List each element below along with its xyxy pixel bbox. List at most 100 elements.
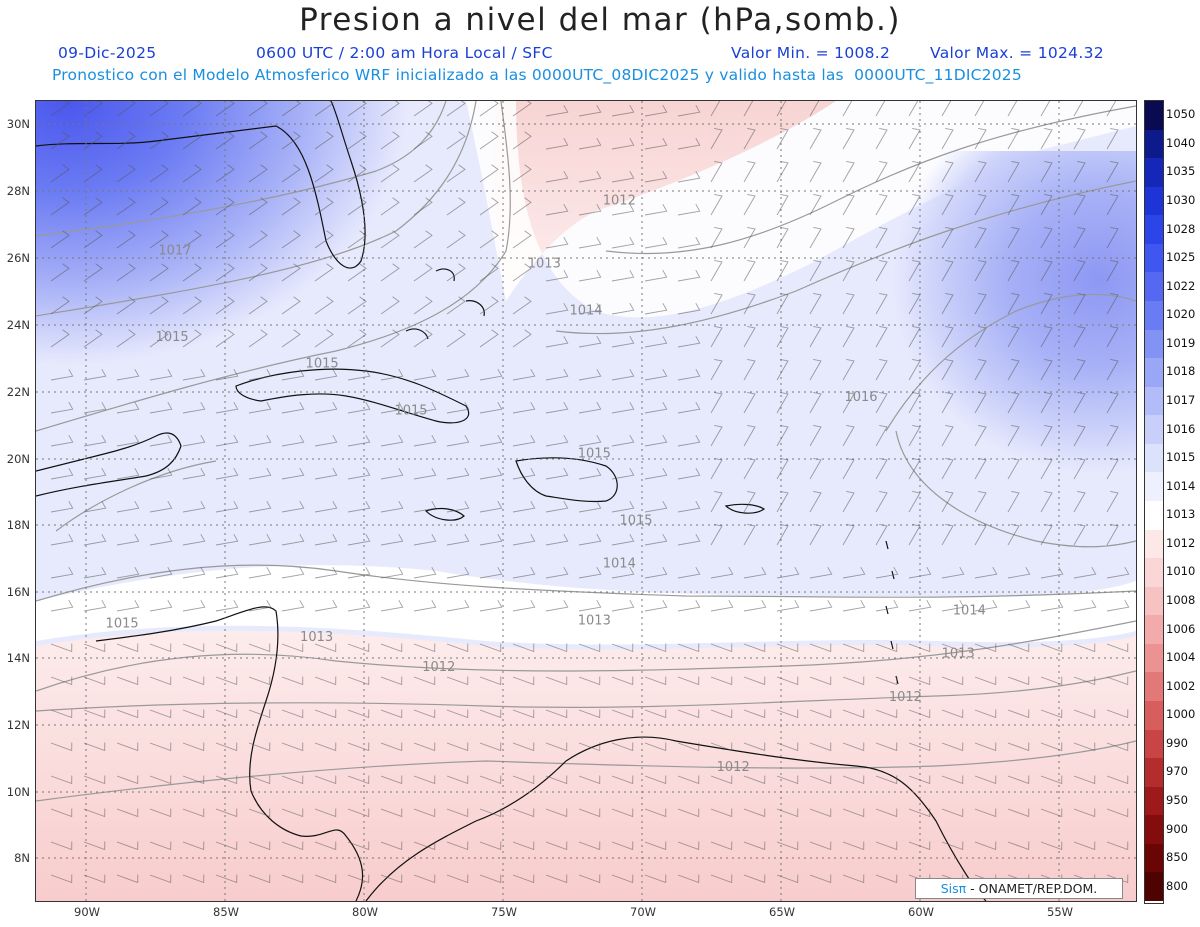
colorbar-swatch <box>1145 415 1163 445</box>
isobar-label: 1013 <box>942 647 975 662</box>
isobar-label: 1012 <box>889 690 922 705</box>
sispi-logo: Sisπ <box>940 881 967 896</box>
colorbar-label: 1015 <box>1166 450 1196 465</box>
isobar-label: 1013 <box>300 630 333 645</box>
credit-text: - ONAMET/REP.DOM. <box>966 881 1098 896</box>
colorbar-swatch <box>1145 386 1163 416</box>
colorbar-swatch <box>1145 529 1163 559</box>
colorbar-label: 1014 <box>1166 478 1196 493</box>
latitude-label: 10N <box>6 785 30 799</box>
isobar-label: 1014 <box>603 557 636 572</box>
colorbar-label: 800 <box>1166 878 1188 893</box>
colorbar-swatch <box>1145 501 1163 531</box>
colorbar-label: 1013 <box>1166 507 1196 522</box>
colorbar-swatch <box>1145 358 1163 388</box>
latitude-label: 22N <box>6 385 30 399</box>
colorbar-swatch <box>1145 129 1163 159</box>
colorbar-swatch <box>1145 701 1163 731</box>
colorbar-label: 1028 <box>1166 221 1196 236</box>
colorbar-swatch <box>1145 215 1163 245</box>
colorbar-swatch <box>1145 158 1163 188</box>
latitude-label: 18N <box>6 518 30 532</box>
forecast-note: Pronostico con el Modelo Atmosferico WRF… <box>52 66 1022 84</box>
isobar-label: 1014 <box>953 603 986 618</box>
colorbar-label: 950 <box>1166 793 1188 807</box>
min-value: Valor Min. = 1008.2 <box>731 44 891 62</box>
colorbar-label: 850 <box>1166 850 1188 865</box>
credit-box: Sisπ - ONAMET/REP.DOM. <box>915 878 1123 899</box>
colorbar-label: 1016 <box>1166 421 1196 436</box>
colorbar-label: 1008 <box>1166 593 1196 607</box>
isobar-label: 1013 <box>578 613 611 628</box>
colorbar-swatch <box>1145 472 1163 502</box>
colorbar-label: 1035 <box>1166 164 1196 179</box>
latitude-label: 8N <box>14 851 30 865</box>
latitude-label: 20N <box>6 452 30 466</box>
colorbar-label: 1019 <box>1166 335 1196 350</box>
isobar-label: 1012 <box>422 660 455 675</box>
pressure-colorbar <box>1144 100 1164 904</box>
colorbar-label: 1002 <box>1166 678 1196 693</box>
colorbar-swatch <box>1145 101 1163 131</box>
latitude-label: 12N <box>6 718 30 732</box>
colorbar-swatch <box>1145 272 1163 302</box>
colorbar-swatch <box>1145 843 1163 873</box>
longitude-label: 90W <box>74 905 101 919</box>
latitude-label: 16N <box>6 585 30 599</box>
colorbar-label: 1020 <box>1166 307 1196 322</box>
colorbar-swatch <box>1145 672 1163 702</box>
isobar-label: 1015 <box>578 447 611 462</box>
colorbar-swatch <box>1145 586 1163 616</box>
colorbar-label: 1040 <box>1166 135 1196 150</box>
isobar-label: 1015 <box>306 357 339 372</box>
longitude-label: 70W <box>630 905 657 919</box>
colorbar-label: 1050 <box>1166 107 1196 122</box>
pressure-map: 1017 1015 1015 1015 1015 1015 1015 1016 1014 1014… <box>35 100 1137 902</box>
latitude-label: 24N <box>6 318 30 332</box>
latitude-label: 26N <box>6 251 30 265</box>
valid-time: 0600 UTC / 2:00 am Hora Local / SFC <box>256 44 553 62</box>
colorbar-label: 1022 <box>1166 278 1196 293</box>
isobar-label: 1012 <box>603 193 636 208</box>
contour-labels: 1017 1015 1015 1015 1015 1015 1015 1016 1014 1014… <box>106 193 986 775</box>
colorbar-label: 1006 <box>1166 621 1196 636</box>
colorbar-swatch <box>1145 815 1163 845</box>
colorbar-swatch <box>1145 443 1163 473</box>
colorbar-label: 1017 <box>1166 393 1196 407</box>
colorbar-label: 900 <box>1166 821 1188 836</box>
colorbar-label: 1018 <box>1166 364 1196 379</box>
longitude-label: 65W <box>769 905 796 919</box>
max-value: Valor Max. = 1024.32 <box>930 44 1104 62</box>
colorbar-swatch <box>1145 615 1163 645</box>
colorbar-swatch <box>1145 786 1163 816</box>
latitude-label: 28N <box>6 184 30 198</box>
isobar-label: 1016 <box>844 390 877 405</box>
colorbar-swatch <box>1145 643 1163 673</box>
colorbar-swatch <box>1145 243 1163 273</box>
colorbar-swatch <box>1145 186 1163 216</box>
colorbar-label: 1010 <box>1166 564 1196 579</box>
isobar-label: 1012 <box>717 760 750 775</box>
isobar-label: 1015 <box>619 513 652 528</box>
colorbar-label: 1012 <box>1166 535 1196 550</box>
longitude-label: 80W <box>352 905 379 919</box>
wind-barbs <box>50 101 1130 884</box>
colorbar-label: 1000 <box>1166 707 1196 722</box>
longitude-label: 60W <box>908 905 935 919</box>
colorbar-swatch <box>1145 758 1163 788</box>
colorbar-swatch <box>1145 301 1163 331</box>
colorbar-label: 1004 <box>1166 650 1196 665</box>
isobar-label: 1017 <box>158 243 191 258</box>
latitude-label: 30N <box>6 117 30 131</box>
isobar-label: 1013 <box>528 257 561 272</box>
longitude-label: 85W <box>213 905 240 919</box>
isobar-label: 1015 <box>156 330 189 345</box>
colorbar-label: 990 <box>1166 735 1188 750</box>
colorbar-label: 1030 <box>1166 193 1196 207</box>
colorbar-swatch <box>1145 729 1163 759</box>
longitude-label: 75W <box>491 905 518 919</box>
latitude-label: 14N <box>6 651 30 665</box>
colorbar-swatch <box>1145 329 1163 359</box>
map-title: Presion a nivel del mar (hPa,somb.) <box>299 2 901 38</box>
colorbar-label: 1025 <box>1166 250 1196 265</box>
